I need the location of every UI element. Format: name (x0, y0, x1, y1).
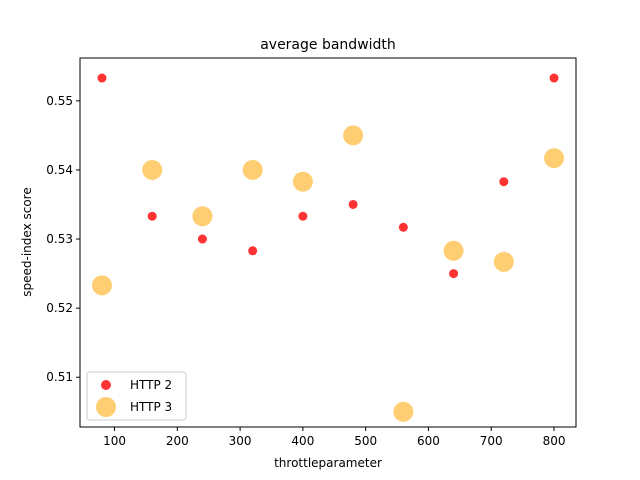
http3-point (443, 240, 464, 261)
y-axis-label: speed-index score (20, 187, 34, 296)
x-tick-label: 800 (543, 434, 566, 448)
y-tick-label: 0.55 (46, 94, 73, 108)
legend-label-http2: HTTP 2 (130, 378, 172, 392)
http2-point (348, 199, 358, 209)
legend-marker-http2 (101, 380, 111, 390)
data-points (91, 73, 565, 422)
legend-label-http3: HTTP 3 (130, 400, 172, 414)
http3-point (142, 159, 163, 180)
x-tick-label: 300 (229, 434, 252, 448)
http2-point (449, 269, 459, 279)
plot-area (80, 58, 576, 427)
http3-point (292, 171, 313, 192)
legend: HTTP 2 HTTP 3 (86, 371, 187, 421)
series-http2 (97, 73, 559, 279)
x-tick-label: 500 (354, 434, 377, 448)
series-http3 (91, 125, 565, 422)
http3-point (493, 251, 514, 272)
x-tick-label: 600 (417, 434, 440, 448)
x-axis-label: throttleparameter (274, 456, 382, 470)
http2-point (298, 211, 308, 221)
http2-point (549, 73, 559, 83)
x-tick-label: 400 (291, 434, 314, 448)
http3-point (393, 401, 414, 422)
http2-point (499, 177, 509, 187)
http2-point (248, 246, 258, 256)
x-tick-label: 200 (166, 434, 189, 448)
y-axis-ticks: 0.51 0.52 0.53 0.54 0.55 (46, 94, 80, 384)
y-tick-label: 0.53 (46, 232, 73, 246)
legend-marker-http3 (96, 397, 116, 417)
y-tick-label: 0.54 (46, 163, 73, 177)
http3-point (544, 148, 565, 169)
plot-background (80, 58, 576, 427)
x-tick-label: 100 (103, 434, 126, 448)
chart-title: average bandwidth (260, 37, 396, 53)
y-tick-label: 0.51 (46, 370, 73, 384)
http2-point (147, 211, 157, 221)
http2-point (97, 73, 107, 83)
http3-point (343, 125, 364, 146)
x-axis-ticks: 100 200 300 400 500 600 700 800 (103, 427, 565, 448)
http3-point (192, 206, 213, 227)
x-tick-label: 700 (480, 434, 503, 448)
y-tick-label: 0.52 (46, 301, 73, 315)
http2-point (197, 234, 207, 244)
http3-point (242, 159, 263, 180)
plot-frame (79, 57, 577, 428)
http2-point (398, 222, 408, 232)
http3-point (91, 275, 112, 296)
